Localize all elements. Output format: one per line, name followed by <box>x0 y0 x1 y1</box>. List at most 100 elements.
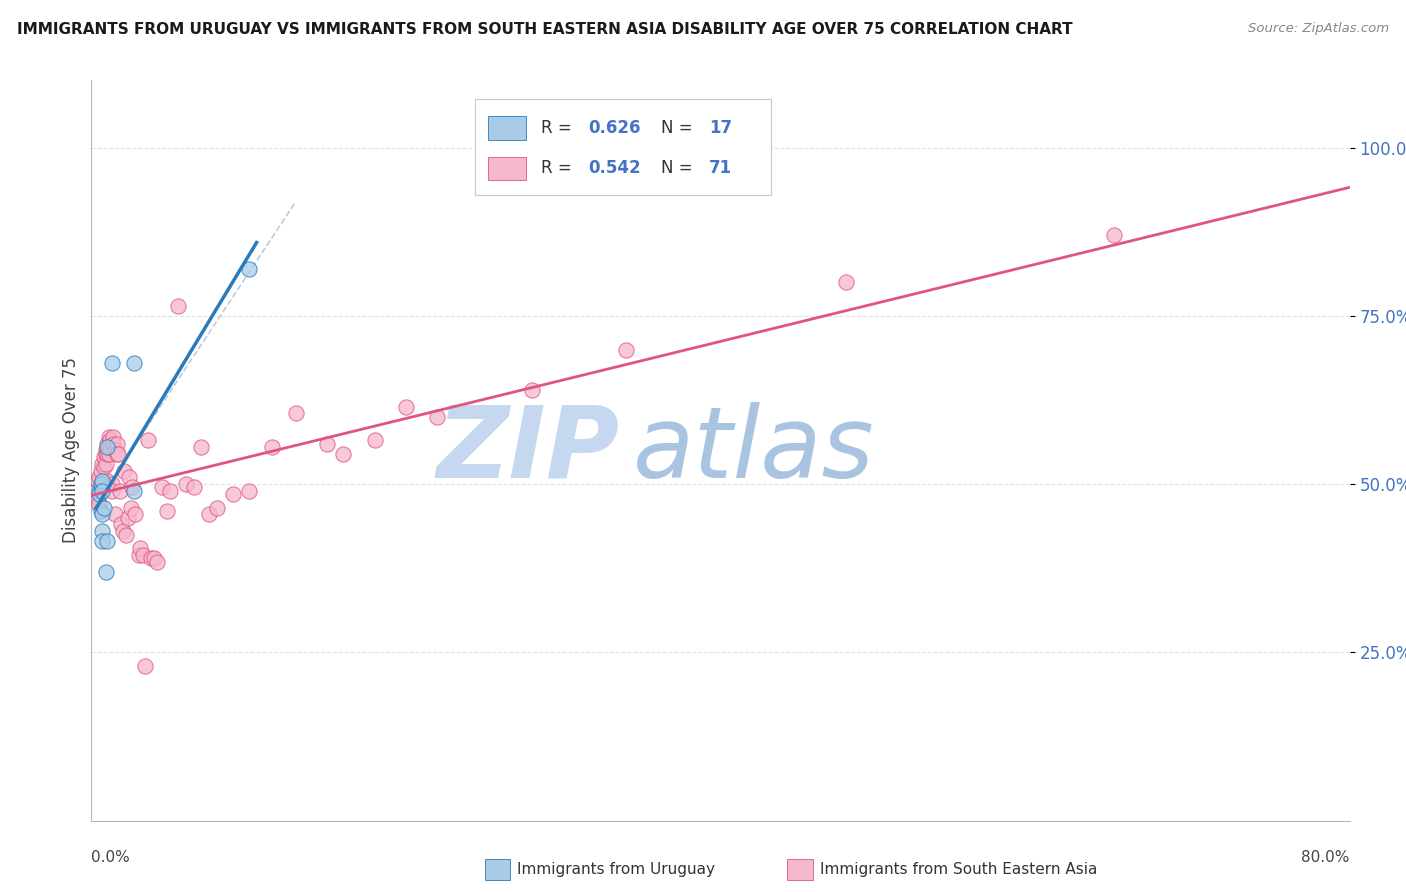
Point <box>107 447 129 461</box>
Point <box>90 504 112 518</box>
Point <box>94 565 117 579</box>
Point <box>98 440 121 454</box>
Point <box>115 527 138 541</box>
Point <box>205 500 228 515</box>
Point <box>316 436 339 450</box>
Point <box>93 450 115 465</box>
Point <box>132 548 155 562</box>
Point <box>363 434 385 448</box>
Point <box>190 440 212 454</box>
Point <box>101 483 124 498</box>
Point <box>96 447 118 461</box>
Point <box>94 447 117 461</box>
Text: 0.0%: 0.0% <box>91 850 131 865</box>
Point <box>89 487 111 501</box>
Text: 0.542: 0.542 <box>589 160 641 178</box>
Point <box>198 508 221 522</box>
Text: atlas: atlas <box>633 402 875 499</box>
Point <box>108 483 131 498</box>
Point <box>520 383 543 397</box>
Point <box>284 407 307 421</box>
Point <box>150 481 173 495</box>
Text: N =: N = <box>661 119 699 136</box>
Point <box>86 474 108 488</box>
Point <box>122 356 145 370</box>
Point <box>112 464 135 478</box>
Point <box>136 434 159 448</box>
Text: 17: 17 <box>709 119 733 136</box>
Point <box>614 343 637 357</box>
Point <box>262 440 284 454</box>
Point <box>91 474 114 488</box>
Text: R =: R = <box>541 119 576 136</box>
Point <box>97 447 120 461</box>
Point <box>96 440 118 454</box>
Point <box>118 470 141 484</box>
Point <box>89 497 111 511</box>
Point <box>91 477 114 491</box>
Point <box>120 500 142 515</box>
Point <box>122 483 145 498</box>
Point <box>222 487 245 501</box>
Point <box>104 443 127 458</box>
Point <box>121 481 143 495</box>
Text: 71: 71 <box>709 160 733 178</box>
Point <box>91 524 114 539</box>
Point <box>159 483 181 498</box>
Text: 0.626: 0.626 <box>589 119 641 136</box>
Point <box>110 517 132 532</box>
Point <box>141 551 163 566</box>
Point <box>93 477 115 491</box>
Point <box>146 555 169 569</box>
Point <box>395 400 418 414</box>
Point <box>90 464 112 478</box>
Text: 80.0%: 80.0% <box>1302 850 1350 865</box>
Point <box>91 457 114 471</box>
Point <box>91 508 114 522</box>
Point <box>97 430 120 444</box>
Point <box>91 534 114 549</box>
Point <box>103 436 125 450</box>
Text: Immigrants from Uruguay: Immigrants from Uruguay <box>517 863 716 877</box>
Point <box>134 658 156 673</box>
Point <box>111 524 134 539</box>
Point <box>89 483 111 498</box>
Point <box>129 541 152 555</box>
Point <box>101 356 124 370</box>
Point <box>101 477 124 491</box>
Point <box>238 483 260 498</box>
Point <box>89 470 111 484</box>
Point <box>94 457 117 471</box>
Bar <box>488 156 526 180</box>
Point <box>94 443 117 458</box>
Bar <box>488 116 526 139</box>
Y-axis label: Disability Age Over 75: Disability Age Over 75 <box>62 358 80 543</box>
Text: R =: R = <box>541 160 576 178</box>
Point <box>105 447 128 461</box>
Point <box>103 430 125 444</box>
Point <box>98 434 121 448</box>
Point <box>93 500 115 515</box>
Point <box>128 548 150 562</box>
Point <box>90 477 112 491</box>
Point <box>96 534 118 549</box>
Point <box>143 551 166 566</box>
Point <box>426 409 449 424</box>
FancyBboxPatch shape <box>475 99 770 195</box>
Text: Immigrants from South Eastern Asia: Immigrants from South Eastern Asia <box>820 863 1097 877</box>
Point <box>238 261 260 276</box>
Text: ZIP: ZIP <box>437 402 620 499</box>
Point <box>332 447 354 461</box>
Text: N =: N = <box>661 160 699 178</box>
Point <box>96 436 118 450</box>
Point <box>104 508 127 522</box>
Point <box>117 510 139 524</box>
Point <box>156 504 179 518</box>
Point <box>105 436 128 450</box>
Point <box>86 491 108 505</box>
Point <box>96 474 118 488</box>
Point <box>91 483 114 498</box>
Point <box>124 508 146 522</box>
Point <box>90 481 112 495</box>
Point <box>93 460 115 475</box>
